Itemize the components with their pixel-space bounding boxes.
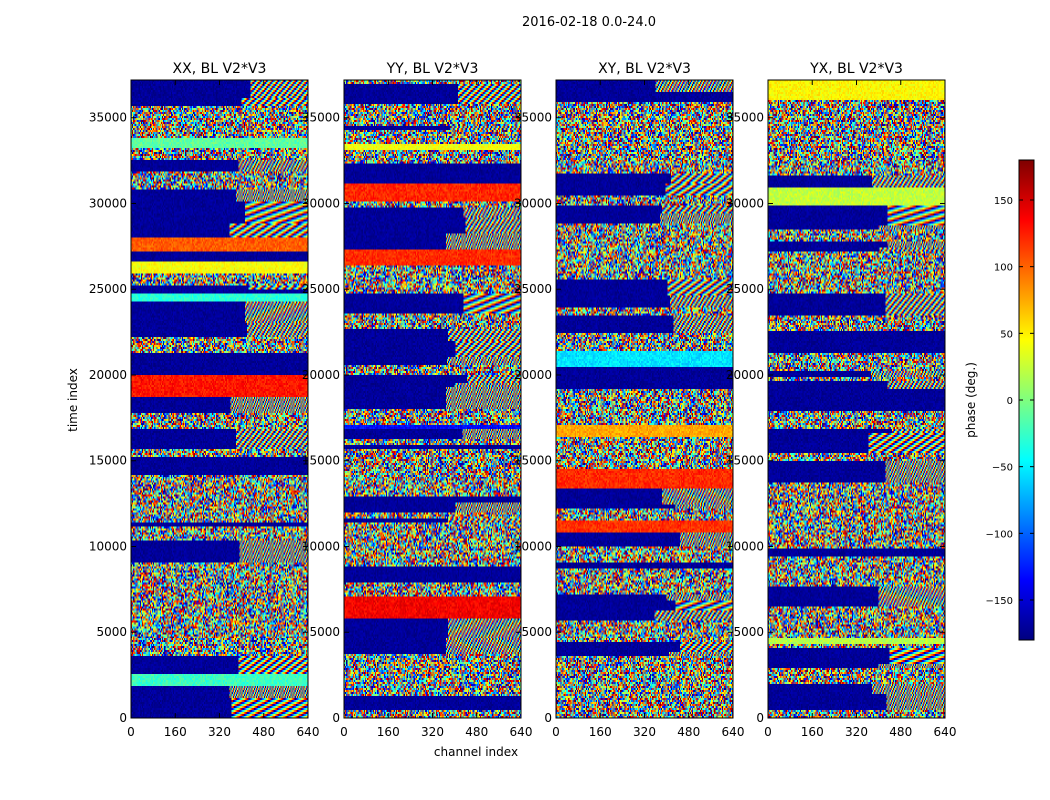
y-tick-label: 15000 (302, 454, 340, 468)
colorbar-tick-label: −100 (986, 529, 1013, 540)
y-tick-label: 25000 (302, 282, 340, 296)
y-tick-label: 30000 (89, 196, 127, 210)
heatmap-raster (556, 80, 733, 718)
x-tick-label: 0 (127, 725, 135, 739)
panel-2: YY, BL V2*V3 0 160 320 480 640 0 5000 10000 15000… (302, 61, 533, 739)
x-tick-label: 640 (297, 725, 320, 739)
x-tick-label: 0 (764, 725, 772, 739)
y-tick-label: 25000 (726, 282, 764, 296)
x-tick-label: 480 (465, 725, 488, 739)
colorbar-ticks: 150 100 50 0 −50 −100 −150 (986, 196, 1034, 607)
colorbar-tick-label: 150 (994, 196, 1013, 207)
heatmap-raster (344, 80, 521, 718)
x-tick-label: 480 (677, 725, 700, 739)
y-tick-label: 5000 (309, 625, 340, 639)
y-tick-label: 25000 (89, 282, 127, 296)
figure-xlabel: channel index (434, 745, 518, 759)
y-tick-label: 10000 (726, 539, 764, 553)
panel-title: XY, BL V2*V3 (598, 61, 691, 77)
x-tick-label: 0 (552, 725, 560, 739)
panel-1: XX, BL V2*V3 0 160 320 480 640 0 5000 10000 15000… (89, 61, 320, 739)
y-tick-label: 10000 (514, 539, 552, 553)
colorbar-label: phase (deg.) (964, 362, 978, 438)
y-tick-label: 25000 (514, 282, 552, 296)
colorbar-tick-label: −50 (992, 463, 1013, 474)
x-tick-label: 0 (340, 725, 348, 739)
panel-title: YY, BL V2*V3 (386, 61, 479, 77)
colorbar-tick-label: 50 (1000, 329, 1013, 340)
y-tick-label: 20000 (302, 368, 340, 382)
y-tick-label: 35000 (302, 111, 340, 125)
x-tick-label: 320 (208, 725, 231, 739)
panel-title: XX, BL V2*V3 (173, 61, 267, 77)
x-tick-label: 320 (633, 725, 656, 739)
x-tick-label: 320 (421, 725, 444, 739)
y-tick-label: 15000 (89, 454, 127, 468)
y-tick-label: 30000 (302, 196, 340, 210)
colorbar-tick-label: −150 (986, 596, 1013, 607)
x-tick-label: 640 (934, 725, 957, 739)
heatmap-raster (131, 80, 308, 718)
y-tick-label: 15000 (726, 454, 764, 468)
x-tick-label: 480 (252, 725, 275, 739)
heatmap-raster (768, 80, 945, 718)
y-tick-label: 15000 (514, 454, 552, 468)
y-tick-label: 30000 (726, 196, 764, 210)
panels: XX, BL V2*V3 0 160 320 480 640 0 5000 10000 15000… (89, 61, 957, 739)
x-tick-label: 160 (164, 725, 187, 739)
y-tick-label: 35000 (514, 111, 552, 125)
y-tick-label: 0 (544, 711, 552, 725)
colorbar: 150 100 50 0 −50 −100 −150 phase (deg.) (964, 159, 1035, 641)
panel-title: YX, BL V2*V3 (809, 61, 903, 77)
x-tick-label: 640 (510, 725, 533, 739)
panel-3: XY, BL V2*V3 0 160 320 480 640 0 5000 10000 15000… (514, 61, 745, 739)
y-tick-label: 10000 (302, 539, 340, 553)
figure-ylabel: time index (66, 368, 80, 432)
y-tick-label: 5000 (96, 625, 127, 639)
x-tick-label: 480 (889, 725, 912, 739)
y-tick-label: 20000 (726, 368, 764, 382)
y-tick-label: 20000 (514, 368, 552, 382)
y-tick-label: 0 (332, 711, 340, 725)
y-tick-label: 10000 (89, 539, 127, 553)
y-tick-label: 5000 (521, 625, 552, 639)
y-tick-label: 30000 (514, 196, 552, 210)
colorbar-tick-label: 0 (1007, 396, 1013, 407)
x-tick-label: 320 (845, 725, 868, 739)
y-tick-label: 5000 (733, 625, 764, 639)
x-tick-label: 640 (722, 725, 745, 739)
panel-4: YX, BL V2*V3 0 160 320 480 640 0 5000 10000 15000… (726, 61, 957, 739)
y-tick-label: 0 (119, 711, 127, 725)
y-tick-label: 35000 (726, 111, 764, 125)
x-tick-label: 160 (801, 725, 824, 739)
x-tick-label: 160 (377, 725, 400, 739)
y-tick-label: 20000 (89, 368, 127, 382)
x-tick-label: 160 (589, 725, 612, 739)
colorbar-tick-label: 100 (994, 263, 1013, 274)
y-tick-label: 0 (756, 711, 764, 725)
y-tick-label: 35000 (89, 111, 127, 125)
figure-suptitle: 2016-02-18 0.0-24.0 (522, 15, 656, 30)
